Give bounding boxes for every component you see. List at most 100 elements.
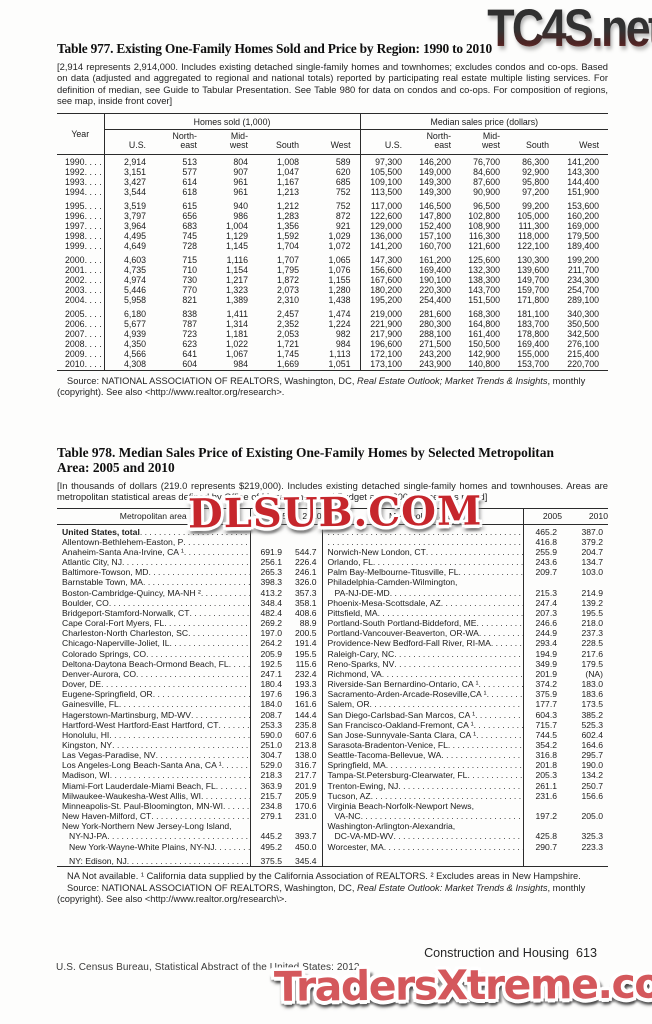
value-cell: 1,707 bbox=[276, 255, 299, 266]
value-cell: 141,200 bbox=[359, 241, 412, 252]
price-cell: 200.5 bbox=[294, 628, 317, 639]
price-cell: 231.6 bbox=[522, 790, 562, 801]
value-cell: 620 bbox=[335, 166, 351, 177]
value-cell: 129,000 bbox=[359, 221, 412, 232]
col-header: South bbox=[509, 129, 559, 155]
col-header: North- east bbox=[155, 129, 206, 155]
column-header-row: Metropolitan area 2005 2010 Metropolitan… bbox=[57, 508, 608, 525]
table-row: 19943,544 618 961 1,213 752 113,500 149,300 90,… bbox=[57, 187, 608, 198]
price-cell: 228.5 bbox=[581, 638, 603, 649]
year-column-header: Year bbox=[57, 113, 104, 155]
metro-area-cell: Allentown-Bethlehem-Easton, P bbox=[57, 537, 250, 547]
price-cell: 201.9 bbox=[522, 668, 562, 680]
value-cell: 190,100 bbox=[419, 274, 452, 285]
value-cell: 4,495 bbox=[103, 231, 155, 242]
value-cell: 211,700 bbox=[567, 265, 600, 276]
value-cell: 1,721 bbox=[276, 338, 299, 349]
metro-area-cell bbox=[321, 524, 523, 537]
price-cell: 173.5 bbox=[581, 699, 603, 710]
value-cell: 160,200 bbox=[567, 210, 600, 221]
value-cell: 5,958 bbox=[103, 295, 155, 306]
table-row: Boulder, CO348.4 358.1 Phoenix-Mesa-Scotts… bbox=[57, 597, 608, 608]
value-cell: 220,700 bbox=[567, 358, 600, 369]
group-header-median-price: Median sales price (dollars) bbox=[359, 113, 609, 130]
price-cell: 544.7 bbox=[294, 547, 317, 557]
metro-area-header: Metropolitan area bbox=[321, 508, 523, 525]
price-cell: 195.5 bbox=[294, 648, 317, 659]
metro-area-cell: San Francisco-Oakland-Fremont, CA ¹ bbox=[321, 719, 523, 730]
price-cell: 385.2 bbox=[581, 709, 603, 720]
value-cell: 146,200 bbox=[419, 156, 452, 167]
price-cell: 180.4 bbox=[249, 679, 287, 690]
value-cell: 4,735 bbox=[103, 265, 155, 276]
price-cell: 226.4 bbox=[294, 557, 317, 568]
value-cell: 3,964 bbox=[103, 221, 155, 232]
value-cell: 787 bbox=[182, 319, 197, 330]
value-cell: 1,217 bbox=[225, 274, 248, 285]
price-cell: 209.7 bbox=[522, 567, 562, 578]
value-cell: 1,065 bbox=[328, 255, 351, 266]
table-row: 19902,914 513 804 1,008 589 97,300 146,200 76,7… bbox=[57, 154, 608, 168]
price-cell bbox=[287, 537, 322, 547]
year-cell: 1999 bbox=[57, 242, 104, 252]
value-cell: 710 bbox=[182, 265, 197, 276]
value-cell: 2,914 bbox=[103, 154, 155, 168]
value-cell: 1,872 bbox=[276, 274, 299, 285]
price-cell: 234.8 bbox=[249, 800, 287, 812]
value-cell: 986 bbox=[233, 210, 248, 221]
metro-area-cell: United States, total bbox=[57, 524, 250, 537]
year-cell: 2003 bbox=[57, 286, 104, 296]
table977-source: Source: NATIONAL ASSOCIATION OF REALTORS… bbox=[57, 376, 608, 399]
price-cell: 393.7 bbox=[294, 831, 317, 842]
metro-area-cell: Providence-New Bedford-Fall River, RI-MA bbox=[321, 638, 523, 649]
value-cell: 220,300 bbox=[419, 284, 452, 295]
metro-area-cell: Philadelphia-Camden-Wilmington, bbox=[321, 577, 523, 588]
metro-area-cell: Reno-Sparks, NV bbox=[321, 658, 523, 669]
value-cell: 1,224 bbox=[328, 319, 351, 330]
value-cell: 276,100 bbox=[567, 338, 600, 349]
value-cell: 143,700 bbox=[468, 284, 501, 295]
value-cell: 728 bbox=[182, 240, 197, 251]
price-cell: 450.0 bbox=[294, 841, 317, 852]
value-cell: 178,800 bbox=[517, 329, 550, 340]
value-cell: 138,300 bbox=[468, 274, 501, 285]
value-cell: 1,029 bbox=[328, 230, 351, 241]
metro-area-cell: San Diego-Carlsbad-San Marcos, CA ¹ bbox=[321, 709, 523, 720]
value-cell: 623 bbox=[182, 338, 197, 349]
metro-area-cell: NY: Edison, NJ bbox=[57, 852, 250, 867]
value-cell: 1,280 bbox=[328, 284, 351, 295]
value-cell: 1,181 bbox=[225, 329, 248, 340]
price-cell: 445.2 bbox=[249, 831, 287, 842]
value-cell: 872 bbox=[335, 210, 351, 221]
price-cell: 398.3 bbox=[249, 577, 287, 588]
price-cell: 251.0 bbox=[249, 739, 287, 751]
value-cell: 984 bbox=[233, 358, 248, 369]
table978-metro-median-price: Metropolitan area 2005 2010 Metropolitan… bbox=[57, 507, 608, 868]
value-cell: 2,352 bbox=[276, 319, 299, 330]
price-cell: 115.6 bbox=[295, 658, 317, 669]
value-cell: 1,389 bbox=[225, 294, 248, 305]
price-cell: 134.2 bbox=[581, 770, 603, 781]
price-cell: 345.4 bbox=[294, 856, 317, 867]
price-cell: 134.7 bbox=[581, 557, 603, 568]
price-cell: 205.9 bbox=[249, 648, 287, 659]
group-header-row: Year Homes sold (1,000) Median sales pri… bbox=[57, 113, 609, 155]
source-publication: Real Estate Outlook: Market Trends & Ins… bbox=[357, 882, 548, 893]
price-cell: 164.6 bbox=[581, 739, 603, 750]
value-cell: 2,310 bbox=[276, 294, 299, 305]
price-cell: 247.1 bbox=[249, 668, 287, 680]
value-cell: 144,400 bbox=[567, 176, 600, 187]
table-row: United States, total 465.2 387.0 bbox=[57, 524, 608, 537]
table-row: 20004,603 715 1,116 1,707 1,065 147,300 161,20… bbox=[57, 251, 608, 267]
source-text: , monthly (copyright). See also <http://… bbox=[57, 882, 586, 905]
metro-area-cell: Raleigh-Cary, NC bbox=[321, 648, 523, 659]
value-cell: 160,700 bbox=[419, 240, 452, 251]
value-cell: 92,900 bbox=[522, 166, 550, 177]
metro-area-cell: Colorado Springs, CO bbox=[57, 649, 250, 659]
year-cell: 1997 bbox=[57, 222, 104, 232]
price-cell: 214.9 bbox=[581, 587, 603, 598]
year-cell: 2010 bbox=[57, 360, 104, 370]
value-cell: 171,800 bbox=[517, 294, 550, 305]
source-text: , monthly (copyright). See also <http://… bbox=[57, 375, 586, 398]
